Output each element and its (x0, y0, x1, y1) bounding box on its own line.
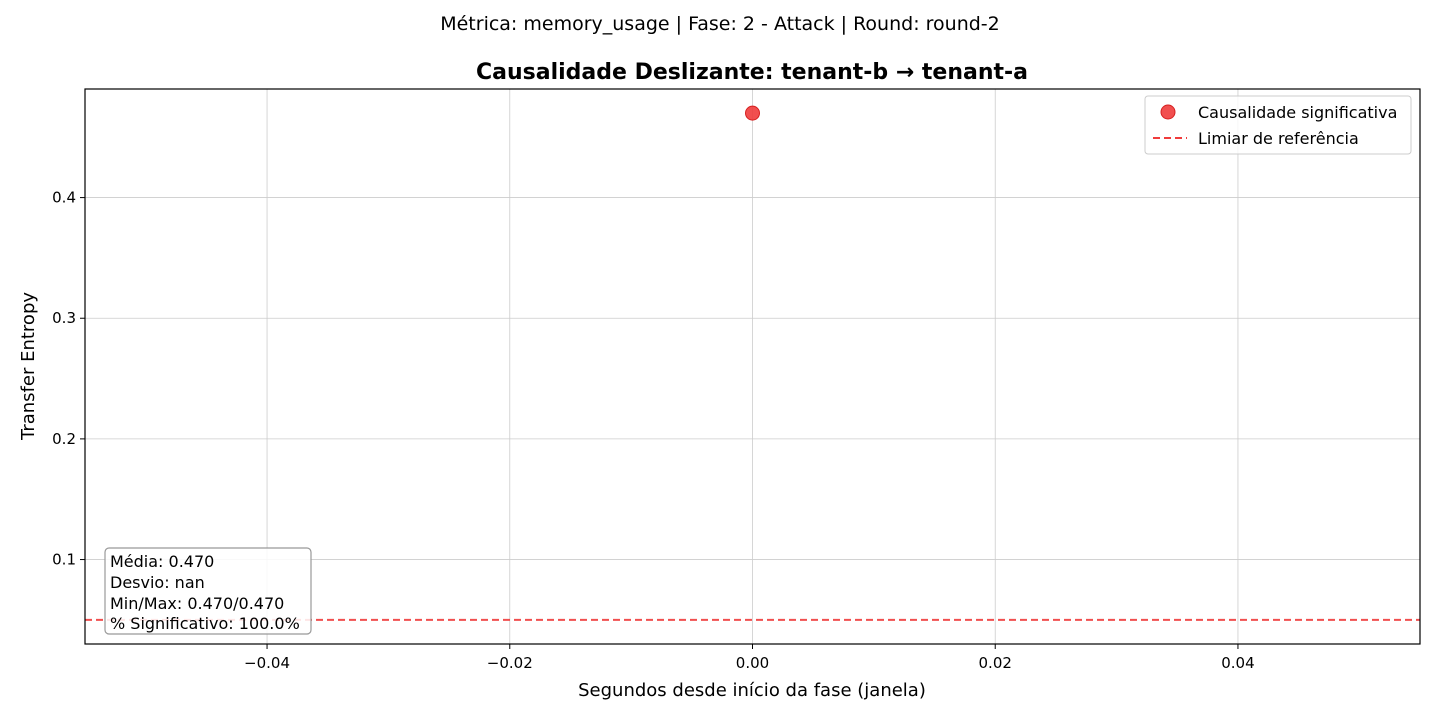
stats-deviation: Desvio: nan (110, 573, 205, 592)
y-tick-label: 0.2 (52, 430, 76, 448)
grid-lines (85, 89, 1420, 644)
x-axis-ticks: −0.04 −0.02 0.00 0.02 0.04 (244, 644, 1255, 672)
stats-min-max: Min/Max: 0.470/0.470 (110, 594, 284, 613)
figure-suptitle: Métrica: memory_usage | Fase: 2 - Attack… (440, 13, 1000, 35)
legend-label-significant: Causalidade significativa (1198, 103, 1397, 122)
x-tick-label: −0.04 (244, 654, 290, 672)
legend: Causalidade significativa Limiar de refe… (1144, 95, 1412, 155)
x-tick-label: 0.02 (979, 654, 1012, 672)
stats-box-frame (104, 547, 312, 635)
legend-label-reference: Limiar de referência (1198, 129, 1359, 148)
x-tick-label: 0.00 (736, 654, 769, 672)
x-tick-label: −0.02 (487, 654, 533, 672)
data-point-significant (745, 105, 760, 121)
stats-significant-pct: % Significativo: 100.0% (110, 614, 300, 633)
y-tick-label: 0.1 (52, 551, 76, 569)
y-tick-label: 0.3 (52, 309, 76, 327)
y-axis-ticks: 0.1 0.2 0.3 0.4 (52, 189, 85, 569)
stats-mean: Média: 0.470 (110, 552, 214, 571)
chart-title: Causalidade Deslizante: tenant-b → tenan… (476, 60, 1028, 85)
data-points (745, 105, 760, 121)
stats-box: Média: 0.470 Desvio: nan Min/Max: 0.470/… (104, 547, 312, 635)
y-tick-label: 0.4 (52, 189, 76, 207)
legend-marker-significant (1160, 104, 1176, 120)
legend-box (1144, 95, 1412, 155)
x-tick-label: 0.04 (1221, 654, 1254, 672)
y-axis-label: Transfer Entropy (18, 292, 39, 441)
x-axis-label: Segundos desde início da fase (janela) (578, 680, 926, 701)
